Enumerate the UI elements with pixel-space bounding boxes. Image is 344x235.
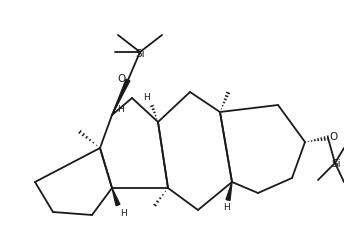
Text: O: O	[117, 74, 125, 84]
Polygon shape	[226, 182, 232, 200]
Text: H: H	[143, 94, 149, 102]
Text: Si: Si	[331, 159, 341, 169]
Text: H: H	[120, 208, 126, 218]
Text: O: O	[329, 132, 337, 142]
Polygon shape	[112, 188, 120, 206]
Text: H: H	[223, 204, 229, 212]
Polygon shape	[112, 79, 130, 115]
Text: Si: Si	[135, 49, 145, 59]
Text: H: H	[117, 105, 123, 114]
